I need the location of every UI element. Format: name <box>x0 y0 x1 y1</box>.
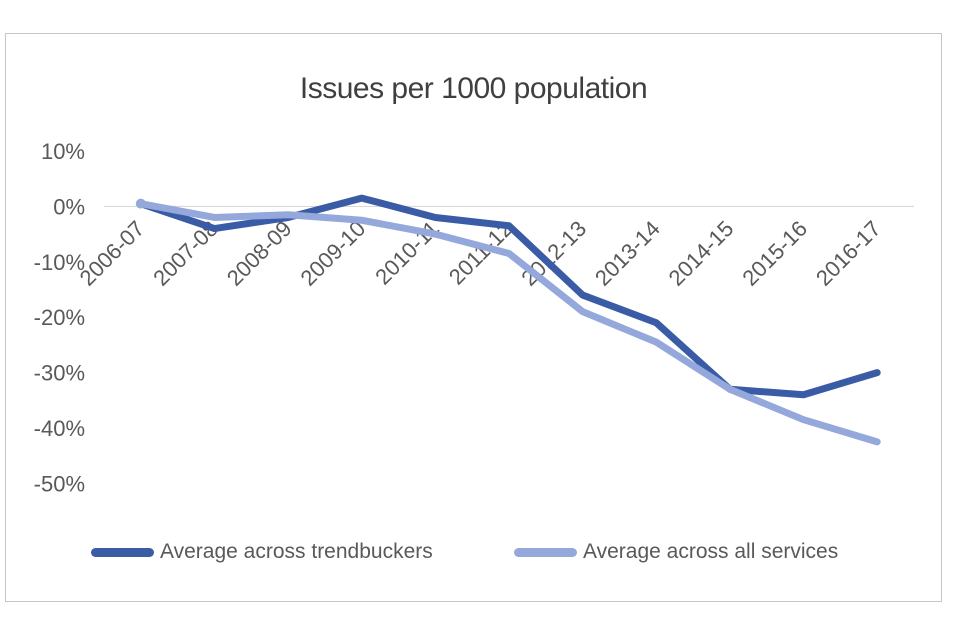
chart-area: Issues per 1000 population 10% 0% -10% -20%… <box>5 33 942 602</box>
x-tick-label: 2006-07 <box>75 216 150 291</box>
start-point-marker <box>135 198 146 209</box>
x-tick-label: 2012-13 <box>516 216 591 291</box>
y-tick-label: -50% <box>34 471 85 496</box>
series-line-0 <box>137 194 881 399</box>
x-tick-label: 2016-17 <box>811 216 886 291</box>
y-tick-label: -10% <box>34 250 85 275</box>
y-tick-label: -30% <box>34 361 85 386</box>
x-tick-label: 2013-14 <box>590 216 665 291</box>
series-line-1 <box>137 200 881 446</box>
legend-item-all-services: Average across all services <box>514 540 838 564</box>
legend-swatch-trendbuckers <box>91 547 154 557</box>
x-tick-label: 2014-15 <box>664 216 739 291</box>
chart-title: Issues per 1000 population <box>299 72 648 105</box>
y-tick-label: 10% <box>41 139 85 164</box>
legend-swatch-all-services <box>514 547 577 557</box>
line-plot: 10%0%-10%-20%-30%-40%-50%2006-072007-082… <box>34 139 914 496</box>
y-tick-label: -40% <box>34 416 85 441</box>
x-tick-label: 2009-10 <box>295 216 370 291</box>
x-tick-label: 2015-16 <box>737 216 812 291</box>
legend-item-trendbuckers: Average across trendbuckers <box>91 540 433 564</box>
y-tick-label: 0% <box>53 194 85 219</box>
legend-label-all-services: Average across all services <box>583 540 839 563</box>
y-tick-label: -20% <box>34 305 85 330</box>
legend-label-trendbuckers: Average across trendbuckers <box>160 540 433 563</box>
